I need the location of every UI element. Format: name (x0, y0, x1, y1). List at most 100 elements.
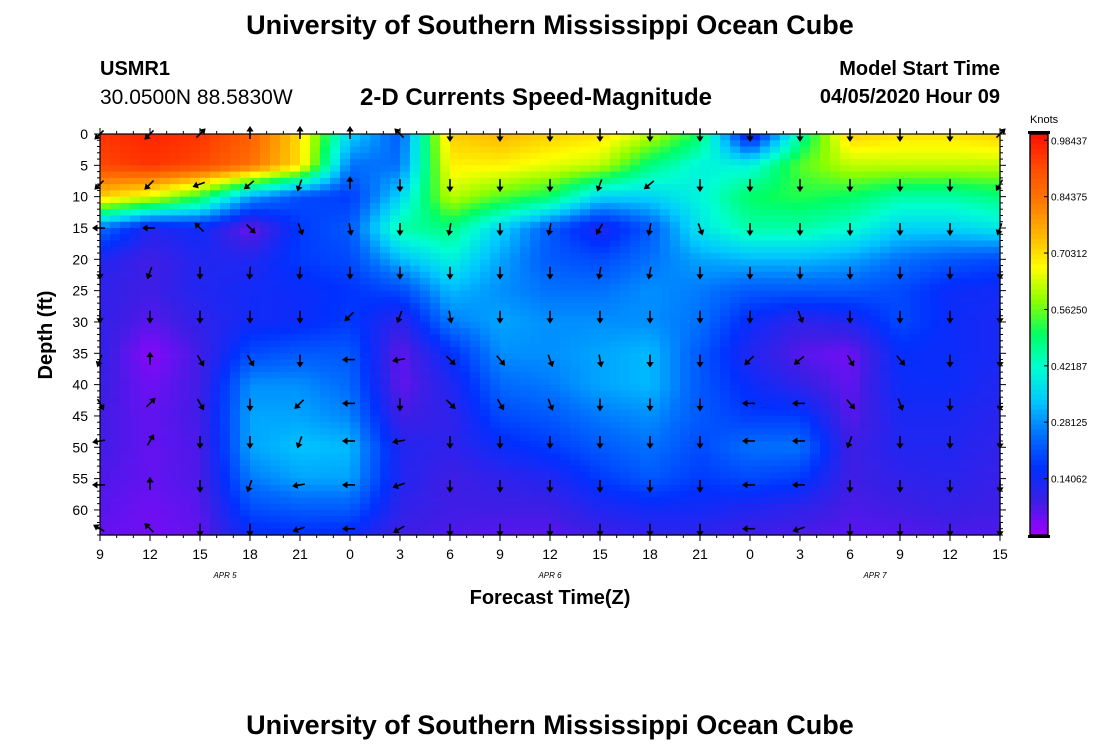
heatmap-cell (750, 184, 761, 191)
heatmap-cell (110, 303, 121, 311)
heatmap-cell (510, 472, 521, 480)
heatmap-cell (130, 334, 141, 342)
heatmap-cell (510, 152, 521, 160)
heatmap-cell (630, 246, 641, 254)
heatmap-cell (510, 140, 521, 148)
heatmap-cell (510, 146, 521, 154)
heatmap-cell (110, 246, 121, 254)
heatmap-cell (930, 434, 941, 442)
heatmap-cell (690, 340, 701, 348)
heatmap-cell (640, 365, 651, 373)
heatmap-cell (610, 134, 621, 141)
heatmap-cell (100, 409, 111, 417)
heatmap-cell (380, 259, 391, 267)
heatmap-cell (790, 259, 801, 267)
heatmap-cell (220, 259, 231, 267)
heatmap-cell (100, 378, 111, 386)
heatmap-cell (110, 227, 121, 235)
heatmap-cell (960, 422, 971, 430)
heatmap-cell (820, 171, 831, 179)
heatmap-cell (980, 278, 991, 285)
heatmap-cell (190, 234, 201, 242)
heatmap-cell (910, 146, 921, 154)
heatmap-cell (910, 372, 921, 379)
heatmap-cell (730, 390, 741, 398)
heatmap-cell (110, 321, 121, 329)
heatmap-cell (100, 453, 111, 461)
heatmap-cell (130, 459, 141, 467)
heatmap-cell (890, 403, 901, 411)
heatmap-cell (170, 303, 181, 311)
heatmap-cell (150, 240, 161, 248)
heatmap-cell (170, 284, 181, 292)
heatmap-cell (210, 478, 221, 486)
heatmap-cell (340, 403, 351, 411)
heatmap-cell (160, 340, 171, 348)
heatmap-cell (870, 340, 881, 348)
heatmap-cell (620, 397, 631, 405)
heatmap-cell (490, 478, 501, 486)
heatmap-cell (330, 372, 341, 379)
heatmap-cell (460, 253, 471, 260)
heatmap-cell (450, 152, 461, 160)
heatmap-cell (180, 234, 191, 242)
heatmap-cell (240, 190, 251, 198)
heatmap-cell (490, 278, 501, 285)
heatmap-cell (450, 422, 461, 430)
heatmap-cell (430, 315, 441, 323)
heatmap-cell (190, 422, 201, 430)
heatmap-cell (630, 202, 641, 210)
heatmap-cell (240, 309, 251, 317)
heatmap-cell (840, 378, 851, 386)
heatmap-cell (140, 328, 151, 336)
heatmap-cell (850, 171, 861, 179)
heatmap-cell (240, 240, 251, 248)
heatmap-cell (810, 372, 821, 379)
heatmap-cell (680, 441, 691, 448)
heatmap-cell (390, 202, 401, 210)
heatmap-cell (760, 296, 771, 304)
heatmap-cell (590, 202, 601, 210)
heatmap-cell (680, 453, 691, 461)
heatmap-cell (660, 434, 671, 442)
heatmap-cell (550, 472, 561, 480)
heatmap-cell (900, 177, 911, 185)
heatmap-cell (220, 146, 231, 154)
heatmap-cell (290, 441, 301, 448)
heatmap-cell (670, 278, 681, 285)
heatmap-cell (280, 140, 291, 148)
heatmap-cell (580, 271, 591, 279)
heatmap-cell (210, 303, 221, 311)
heatmap-cell (420, 466, 431, 473)
heatmap-cell (100, 459, 111, 467)
heatmap-cell (420, 428, 431, 436)
heatmap-cell (810, 296, 821, 304)
heatmap-cell (340, 240, 351, 248)
heatmap-cell (120, 234, 131, 242)
heatmap-cell (480, 434, 491, 442)
heatmap-cell (150, 171, 161, 179)
heatmap-cell (310, 165, 321, 173)
heatmap-cell (530, 165, 541, 173)
heatmap-cell (360, 196, 371, 204)
heatmap-cell (270, 284, 281, 292)
heatmap-cell (460, 284, 471, 292)
heatmap-cell (120, 441, 131, 448)
heatmap-cell (820, 140, 831, 148)
heatmap-cell (770, 253, 781, 260)
heatmap-cell (180, 303, 191, 311)
heatmap-cell (950, 472, 961, 480)
heatmap-cell (990, 434, 1001, 442)
heatmap-cell (150, 184, 161, 191)
heatmap-cell (380, 415, 391, 423)
heatmap-cell (440, 409, 451, 417)
heatmap-cell (210, 240, 221, 248)
heatmap-cell (200, 459, 211, 467)
heatmap-cell (800, 152, 811, 160)
heatmap-cell (320, 434, 331, 442)
heatmap-cell (180, 146, 191, 154)
heatmap-cell (980, 259, 991, 267)
heatmap-cell (780, 459, 791, 467)
heatmap-cell (490, 146, 501, 154)
heatmap-cell (550, 215, 561, 223)
